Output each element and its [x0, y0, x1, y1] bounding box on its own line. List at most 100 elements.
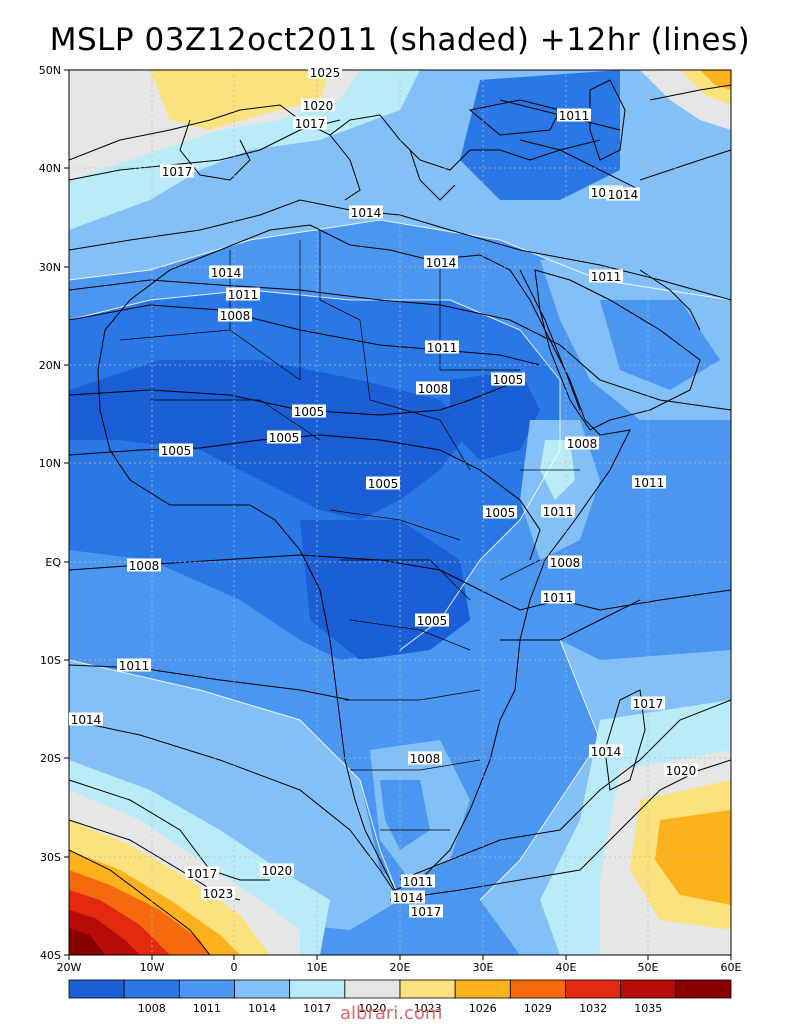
contour-label: 1017 — [411, 905, 442, 919]
contour-label-bg — [226, 287, 260, 301]
contour-label-bg — [589, 744, 623, 758]
contour-label-bg — [391, 890, 425, 904]
lat-label: 30S — [40, 851, 61, 864]
axis-ticks — [64, 69, 732, 960]
contour-label-bg — [401, 874, 435, 888]
contour-label-bg — [424, 255, 458, 269]
contour-label-bg — [541, 504, 575, 518]
contour-label: 1011 — [543, 505, 574, 519]
isobars — [69, 84, 731, 955]
contour-label: 1011 — [228, 288, 259, 302]
colorbar-label: 1029 — [524, 1002, 552, 1015]
colorbar-swatch — [123, 979, 180, 999]
colorbar-swatch — [289, 979, 346, 999]
contour-label: 1011 — [427, 341, 458, 355]
contour-label-bg — [267, 430, 301, 444]
contour-label: 1005 — [269, 431, 300, 445]
contour-label: 1014 — [211, 266, 242, 280]
contour-label-bg — [292, 404, 326, 418]
map-title: MSLP 03Z12oct2011 (shaded) +12hr (lines) — [49, 22, 751, 58]
contour-label-bg — [293, 116, 327, 130]
contour-label: 1011 — [119, 659, 150, 673]
lat-label: 10N — [39, 457, 61, 470]
lon-label: 20E — [390, 961, 411, 974]
lon-label: 60E — [721, 961, 742, 974]
lon-label: 30E — [473, 961, 494, 974]
colorbar-label: 1008 — [138, 1002, 166, 1015]
contour-label: 1014 — [71, 713, 102, 727]
contour-label: 1005 — [417, 614, 448, 628]
contour-label: 1017 — [295, 117, 326, 131]
contour-labels: 1025102010171011101710141011101410141014… — [69, 65, 698, 919]
contour-label-bg — [366, 476, 400, 490]
colorbar-label: 1014 — [248, 1002, 276, 1015]
contour-label-bg — [117, 658, 151, 672]
colorbar-label: 1011 — [193, 1002, 221, 1015]
colorbar: 1008 1011 1014 1017 1020 1023 1026 1029 1032 1035 — [68, 979, 732, 1015]
contour-label-bg — [632, 475, 666, 489]
contour-label-bg — [301, 98, 335, 112]
contour-label-bg — [557, 108, 591, 122]
colorbar-label: 1026 — [469, 1002, 497, 1015]
contour-label-bg — [425, 340, 459, 354]
colorbar-swatch — [399, 979, 456, 999]
contour-label: 1017 — [633, 697, 664, 711]
contour-label-bg — [209, 265, 243, 279]
lat-label: 20N — [39, 359, 61, 372]
contour-label-bg — [606, 187, 640, 201]
contour-label: 1011 — [543, 591, 574, 605]
contour-label-bg — [408, 751, 442, 765]
lon-label: 40E — [556, 961, 577, 974]
lon-label: 50E — [638, 961, 659, 974]
lon-label: 0 — [231, 961, 238, 974]
contour-label-bg — [260, 863, 294, 877]
contour-label-bg — [160, 164, 194, 178]
contour-label-bg — [409, 904, 443, 918]
lon-label: 20W — [57, 961, 82, 974]
lat-label: 20S — [40, 752, 61, 765]
contour-label: 1008 — [567, 437, 598, 451]
contour-label: 1005 — [485, 506, 516, 520]
lat-label: 10S — [40, 654, 61, 667]
colorbar-label: 1020 — [358, 1002, 386, 1015]
contour-label-bg — [201, 886, 235, 900]
lat-label: EQ — [45, 556, 61, 569]
coastlines — [69, 79, 701, 891]
longitude-labels: 20W 10W 0 10E 20E 30E 40E 50E 60E — [57, 961, 742, 974]
contour-label-bg — [589, 269, 623, 283]
contour-label-bg — [69, 712, 103, 726]
contour-label: 1005 — [161, 444, 192, 458]
colorbar-swatch — [565, 979, 622, 999]
contour-label-bg — [349, 205, 383, 219]
contour-label-bg — [159, 443, 193, 457]
contour-label: 1011 — [591, 270, 622, 284]
contour-label-bg — [415, 613, 449, 627]
contour-label: 1011 — [403, 875, 434, 889]
colorbar-swatch — [344, 979, 401, 999]
contour-label: 1008 — [418, 382, 449, 396]
contour-label-bg — [664, 763, 698, 777]
contour-label-bg — [548, 555, 582, 569]
lon-label: 10W — [140, 961, 165, 974]
contour-label: 1008 — [129, 559, 160, 573]
contour-label-bg — [565, 436, 599, 450]
contour-label: 1008 — [220, 309, 251, 323]
colorbar-swatch — [454, 979, 511, 999]
contour-label-bg — [127, 558, 161, 572]
contour-label: 1011 — [559, 109, 590, 123]
watermark: albrari.com — [340, 1003, 443, 1024]
contour-label: 1020 — [262, 864, 293, 878]
contour-label-bg — [218, 308, 252, 322]
contour-label-bg — [416, 381, 450, 395]
lat-label: 40S — [40, 949, 61, 962]
latitude-labels: 50N 40N 30N 20N 10N EQ 10S 20S 30S 40S — [39, 64, 62, 962]
lat-label: 30N — [39, 261, 61, 274]
colorbar-label: 1032 — [579, 1002, 607, 1015]
contour-label: 1005 — [294, 405, 325, 419]
colorbar-label: 1035 — [634, 1002, 662, 1015]
colorbar-swatch — [68, 979, 125, 999]
colorbar-label: 1017 — [303, 1002, 331, 1015]
contour-label-bg — [631, 696, 665, 710]
contour-label-bg — [483, 505, 517, 519]
